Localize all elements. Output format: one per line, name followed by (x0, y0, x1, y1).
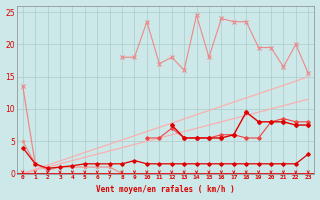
X-axis label: Vent moyen/en rafales ( km/h ): Vent moyen/en rafales ( km/h ) (96, 185, 235, 194)
